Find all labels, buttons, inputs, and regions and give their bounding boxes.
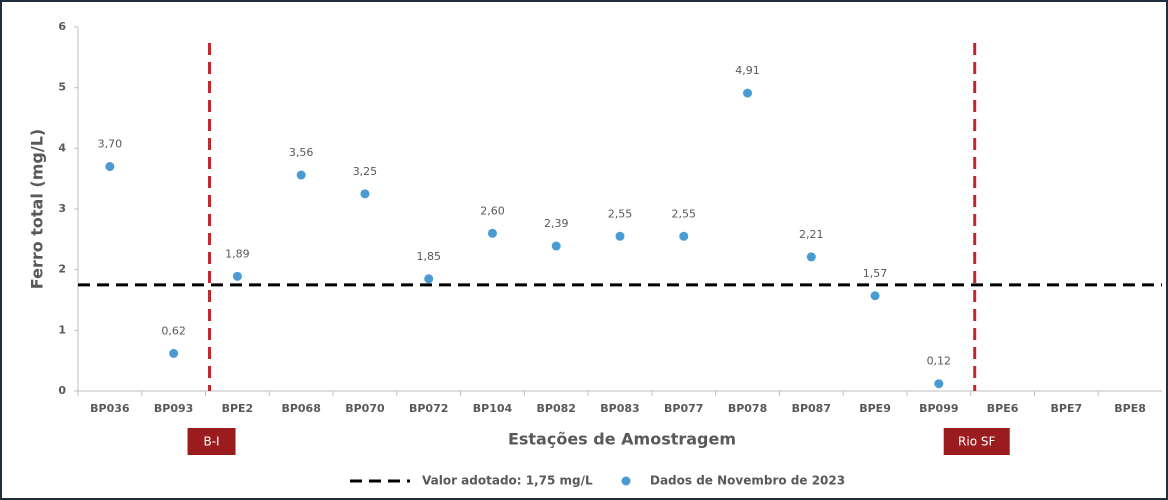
data-point (296, 170, 306, 180)
data-point (806, 252, 816, 262)
data-point (934, 379, 944, 389)
data-point (360, 189, 370, 199)
x-tick-label: BP099 (919, 402, 958, 415)
data-point (615, 231, 625, 241)
data-label: 3,70 (98, 138, 123, 151)
x-tick-label: BP036 (90, 402, 130, 415)
x-tick-label: BPE8 (1114, 402, 1146, 415)
x-tick-label: BP083 (600, 402, 639, 415)
data-point (232, 271, 242, 281)
data-label: 1,89 (225, 247, 250, 260)
data-label: 2,21 (799, 228, 824, 241)
data-label: 2,60 (480, 204, 505, 217)
data-point (679, 231, 689, 241)
x-tick-label: BP087 (792, 402, 831, 415)
data-point (105, 162, 115, 172)
data-label: 1,85 (416, 250, 441, 263)
data-label: 3,25 (353, 165, 378, 178)
data-label: 2,55 (608, 207, 633, 220)
divider-label: Rio SF (958, 435, 995, 449)
data-point (169, 348, 179, 358)
data-point (870, 291, 880, 301)
data-label: 2,39 (544, 217, 569, 230)
x-tick-label: BPE9 (859, 402, 891, 415)
data-label: 1,57 (863, 267, 888, 280)
data-label: 0,12 (927, 355, 952, 368)
data-label: 3,56 (289, 146, 314, 159)
y-tick-label: 6 (58, 20, 66, 33)
data-point (424, 274, 434, 284)
divider-box (943, 428, 1010, 455)
x-tick-label: BP072 (409, 402, 448, 415)
y-axis-title: Ferro total (mg/L) (28, 129, 47, 289)
legend-label: Valor adotado: 1,75 mg/L (422, 474, 593, 488)
legend-label: Dados de Novembro de 2023 (650, 474, 845, 488)
x-tick-label: BP093 (154, 402, 193, 415)
x-tick-label: BP070 (345, 402, 385, 415)
x-tick-label: BP068 (281, 402, 320, 415)
data-label: 2,55 (672, 207, 697, 220)
x-tick-label: BP104 (473, 402, 513, 415)
x-axis-title: Estações de Amostragem (508, 430, 736, 449)
y-tick-label: 3 (58, 202, 66, 215)
y-tick-label: 2 (58, 263, 66, 276)
divider-label: B-I (203, 435, 219, 449)
data-point (551, 241, 561, 251)
x-tick-label: BPE6 (987, 402, 1019, 415)
y-tick-label: 5 (58, 81, 66, 94)
legend-marker (621, 476, 631, 486)
x-tick-label: BP077 (664, 402, 703, 415)
y-tick-label: 0 (58, 384, 66, 397)
data-point (487, 228, 497, 238)
divider-box (187, 428, 236, 455)
y-tick-label: 1 (58, 323, 66, 336)
y-tick-label: 4 (58, 141, 66, 154)
data-label: 0,62 (161, 324, 186, 337)
x-tick-label: BP082 (537, 402, 576, 415)
x-tick-label: BPE7 (1051, 402, 1083, 415)
x-tick-label: BP078 (728, 402, 767, 415)
x-tick-label: BPE2 (222, 402, 254, 415)
data-label: 4,91 (735, 64, 760, 77)
data-point (743, 88, 753, 98)
